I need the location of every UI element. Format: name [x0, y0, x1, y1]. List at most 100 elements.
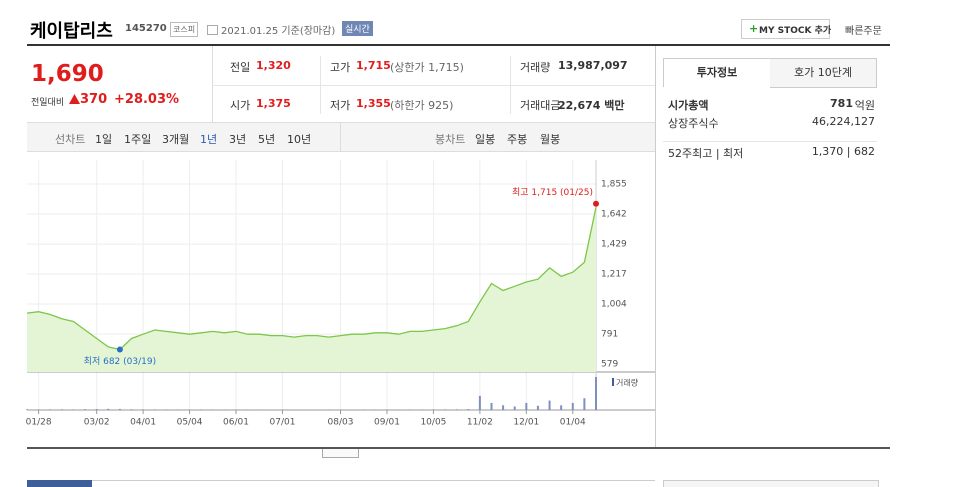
volume-bar [165, 409, 168, 410]
up-arrow [69, 94, 80, 104]
high-label: 최고 1,715 (01/25) [512, 187, 593, 198]
volume-bar [548, 400, 551, 410]
x-tick-label: 11/02 [467, 418, 493, 428]
date: 2021.01.25 기준(장마감) [221, 26, 336, 37]
bottom-tab[interactable] [27, 480, 92, 487]
x-tick-label: 07/01 [270, 418, 296, 428]
side-tab[interactable]: 투자정보 [663, 58, 771, 87]
y-tick-label: 1,004 [601, 300, 627, 310]
period-tab[interactable]: 1일 [95, 133, 113, 146]
stock-code: 145270 [125, 23, 167, 34]
side-tab[interactable]: 호가 10단계 [770, 58, 877, 88]
quote-label: 저가 [330, 99, 351, 112]
quote-value: 1,375 [256, 97, 291, 110]
row-rule [212, 85, 655, 86]
side-rule [663, 141, 877, 142]
volume-bar [362, 409, 365, 410]
volume-bar [130, 409, 133, 410]
candle-tab[interactable]: 일봉 [475, 133, 496, 146]
quote-label: 거래량 [520, 61, 551, 74]
volume-bar [455, 409, 458, 410]
volume-bar [153, 409, 156, 410]
bottom-tab-rule [92, 480, 655, 481]
tab-bar [27, 122, 655, 152]
side-unit: 억원 [854, 99, 875, 112]
quote-value: 1,715 [356, 59, 391, 72]
x-tick-label: 09/01 [374, 418, 400, 428]
volume-bar [223, 409, 226, 410]
side-label: 상장주식수 [668, 117, 719, 130]
volume-bar [49, 409, 52, 410]
volume-bar [188, 409, 191, 410]
volume-bar [444, 409, 447, 410]
x-tick-label: 08/03 [328, 418, 354, 428]
realtime-badge[interactable]: 실시간 [342, 21, 373, 36]
volume-bar [571, 402, 574, 410]
volume-bar [432, 409, 435, 410]
y-tick-label: 1,429 [601, 240, 627, 250]
x-tick-label: 01/04 [560, 418, 586, 428]
volume-bar [200, 409, 203, 410]
y-tick-label: 791 [601, 330, 618, 340]
volume-bar [583, 398, 586, 410]
volume-bar [258, 409, 261, 410]
volume-bar [536, 405, 539, 410]
volume-bar [118, 408, 121, 410]
volume-label: 거래량 [616, 378, 639, 388]
volume-bar [95, 409, 98, 410]
quote-value: 22,674 백만 [558, 99, 625, 112]
area-fill [27, 207, 596, 372]
period-tab[interactable]: 5년 [258, 133, 276, 146]
period-tab[interactable]: 1주일 [124, 133, 152, 146]
mystock-button[interactable]: + MY STOCK 추가 [741, 19, 832, 39]
period-tab[interactable]: 3개월 [162, 133, 190, 146]
collapse-button[interactable] [322, 449, 359, 458]
quote-label: 전일 [230, 61, 251, 74]
plus-icon: + [749, 22, 759, 35]
x-tick-label: 04/01 [130, 418, 156, 428]
y-tick-label: 579 [601, 360, 618, 370]
col-rule [320, 56, 321, 114]
change-label: 전일대비 [31, 98, 65, 108]
low-marker [116, 346, 123, 353]
side-value: 46,224,127 [812, 115, 875, 128]
period-tab[interactable]: 1년 [200, 133, 218, 146]
tab-group-label: 선차트 [55, 133, 86, 146]
volume-bar [478, 395, 481, 410]
volume-bar [420, 409, 423, 410]
side-value: 781 [830, 97, 853, 110]
volume-bar [72, 409, 75, 410]
quote-label: 고가 [330, 61, 351, 74]
period-tab[interactable]: 3년 [229, 133, 247, 146]
quote-value: 1,320 [256, 59, 291, 72]
period-tab[interactable]: 10년 [287, 133, 312, 146]
x-tick-label: 10/05 [420, 418, 446, 428]
volume-bar [502, 405, 505, 410]
calendar-icon [207, 25, 218, 35]
volume-bar [84, 409, 87, 410]
change-rate: +28.03% [114, 92, 180, 107]
quote-value: 1,355 [356, 97, 391, 110]
y-tick-label: 1,217 [601, 270, 627, 280]
side-label: 시가총액 [668, 99, 709, 112]
market-badge: 코스피 [170, 22, 199, 37]
volume-bar [60, 409, 63, 410]
x-tick-label: 01/28 [26, 418, 52, 428]
volume-bar [525, 402, 528, 410]
high-marker [593, 200, 599, 207]
side-value: 1,370 | 682 [811, 145, 875, 158]
mystock-label: MY STOCK 추가 [759, 26, 832, 36]
y-tick-label: 1,855 [601, 180, 627, 190]
x-tick-label: 03/02 [84, 418, 110, 428]
quick-order[interactable]: 빠른주문 [845, 26, 882, 37]
side-label: 52주최고 | 최저 [668, 147, 744, 160]
current-price: 1,690 [31, 61, 104, 87]
candle-tab[interactable]: 월봉 [540, 133, 561, 146]
volume-bar [374, 409, 377, 410]
volume-bar [560, 405, 563, 410]
panel-rule [655, 46, 656, 448]
candle-tab[interactable]: 주봉 [507, 133, 528, 146]
volume-bar [142, 409, 145, 410]
bottom-rule [27, 447, 890, 449]
